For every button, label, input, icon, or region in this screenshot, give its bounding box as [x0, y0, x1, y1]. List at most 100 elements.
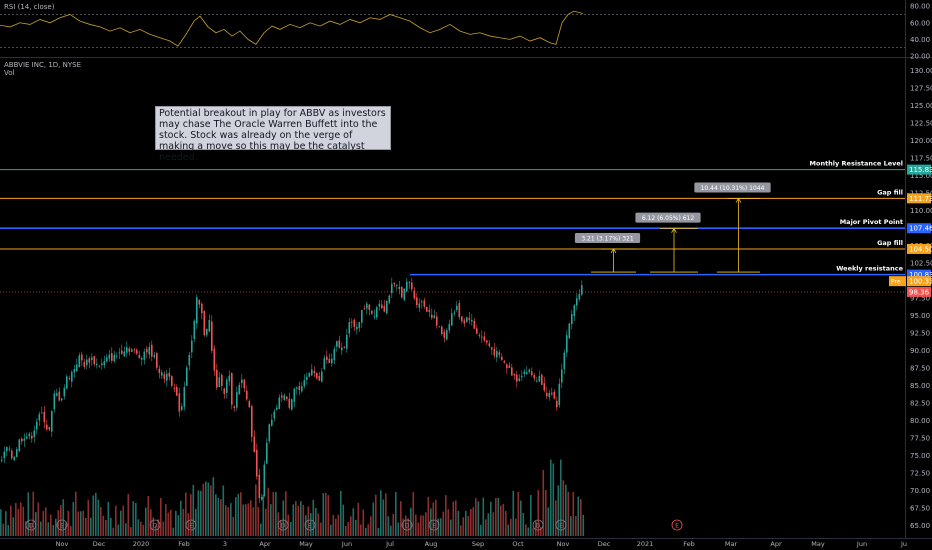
volume-bar — [175, 510, 177, 536]
time-tick-label: Ju — [900, 540, 907, 548]
volume-bar — [205, 481, 207, 536]
premarket-tag — [889, 276, 906, 287]
candle-body — [98, 365, 101, 367]
candle-body — [503, 361, 506, 363]
volume-bar — [75, 491, 77, 536]
volume-bar — [310, 513, 312, 536]
rsi-tick-label: 40.00 — [910, 36, 930, 44]
volume-bar — [147, 495, 150, 536]
volume-bar — [80, 511, 82, 536]
volume-bar — [285, 491, 287, 536]
volume-bar — [90, 517, 92, 536]
volume-bar — [155, 525, 157, 536]
price-tick-label: 130.00 — [910, 67, 932, 75]
measure-label-box — [574, 232, 641, 243]
volume-bar — [482, 497, 485, 536]
candle-body — [566, 335, 568, 353]
volume-bar — [92, 495, 95, 536]
volume-bar — [457, 510, 460, 536]
candle-body — [473, 320, 476, 329]
volume-bar — [125, 523, 127, 536]
volume-bar — [132, 501, 135, 536]
price-tick-label: 115.00 — [910, 172, 932, 180]
volume-bar — [77, 511, 80, 536]
candle-body — [268, 424, 271, 442]
level-name: Monthly Resistance Level — [810, 160, 903, 168]
candle-body — [313, 371, 316, 374]
volume-bar — [397, 522, 400, 536]
candle-body — [328, 358, 331, 363]
volume-bar — [402, 518, 405, 536]
candle-body — [166, 373, 168, 381]
candle-body — [436, 316, 438, 326]
volume-bar — [452, 501, 455, 536]
price-tick-label: 110.00 — [910, 207, 932, 215]
volume-bar — [327, 495, 330, 536]
volume-bar — [322, 492, 325, 536]
time-tick-label: Nov — [557, 540, 570, 548]
volume-bar — [47, 522, 50, 536]
candle-body — [308, 372, 311, 377]
candle-body — [381, 304, 383, 309]
volume-bar — [192, 484, 195, 536]
volume-bar — [580, 499, 582, 536]
candle-body — [526, 372, 528, 375]
time-tick-label: Feb — [683, 540, 695, 548]
candle-body — [143, 351, 146, 360]
candle-body — [33, 430, 36, 438]
candle-body — [178, 393, 181, 412]
volume-bar — [42, 511, 45, 536]
volume-bar — [305, 515, 307, 536]
volume-bar — [527, 527, 530, 536]
candle-body — [238, 384, 241, 395]
event-marker — [671, 519, 683, 531]
volume-bar — [370, 516, 372, 536]
candle-body — [111, 353, 113, 361]
premarket-label: Pre — [891, 279, 901, 286]
candle-body — [486, 340, 488, 343]
candle-body — [501, 356, 503, 361]
candle-body — [296, 387, 298, 389]
price-tick-label: 90.00 — [910, 347, 930, 355]
volume-bar — [242, 504, 245, 536]
symbol-title: ABBVIE INC, 1D, NYSE — [4, 61, 81, 69]
volume-bar — [412, 492, 415, 536]
level-price-tag — [907, 243, 931, 254]
measure-arrowhead — [610, 248, 617, 254]
price-tick-label: 127.50 — [910, 84, 932, 92]
volume-bar — [127, 493, 130, 536]
candle-body — [156, 353, 158, 368]
candle-body — [213, 348, 216, 371]
candle-body — [243, 379, 246, 389]
volume-bar — [300, 501, 302, 536]
price-tick-label: 87.50 — [910, 364, 930, 372]
candle-body — [26, 436, 28, 439]
volume-bar — [52, 524, 55, 536]
event-marker — [401, 519, 413, 531]
volume-bar — [202, 483, 205, 536]
price-tick-label: 82.50 — [910, 399, 930, 407]
candle-body — [228, 375, 231, 382]
volume-bar — [487, 513, 490, 536]
candle-body — [126, 347, 128, 353]
volume-bar — [22, 506, 25, 536]
time-tick-label: Jun — [341, 540, 352, 548]
volume-bar — [387, 516, 390, 536]
candle-body — [446, 330, 448, 340]
volume-bar — [307, 506, 310, 536]
volume-bar — [217, 497, 220, 536]
volume-bar — [232, 516, 235, 536]
volume-bar — [120, 510, 122, 536]
volume-bar — [7, 525, 10, 536]
candle-body — [548, 392, 551, 398]
candle-body — [298, 386, 301, 390]
candle-body — [181, 406, 183, 410]
volume-bar — [340, 490, 342, 536]
annotation-note[interactable]: Potential breakout in play for ABBV as i… — [155, 106, 391, 163]
candle-body — [28, 433, 31, 437]
volume-bar — [292, 504, 295, 536]
volume-bar — [445, 495, 447, 536]
volume-bar — [530, 494, 532, 536]
volume-label: Vol — [4, 69, 15, 77]
